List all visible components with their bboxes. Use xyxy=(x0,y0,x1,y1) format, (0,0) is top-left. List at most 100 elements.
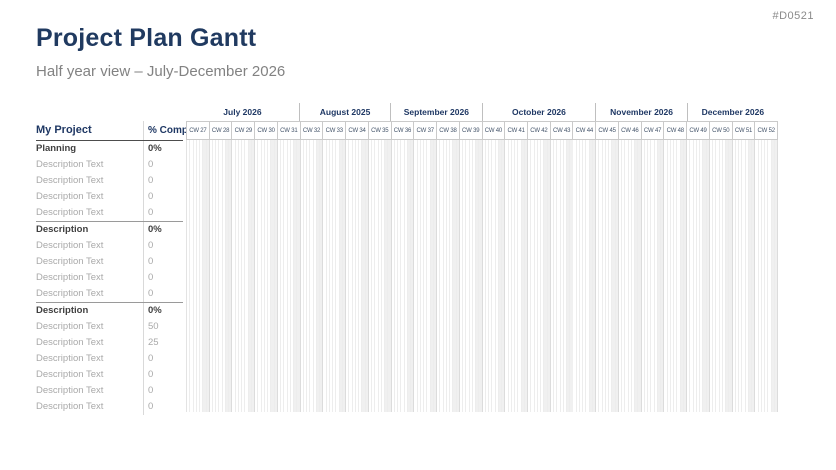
gantt-week-column xyxy=(187,140,210,412)
gantt-day-cell xyxy=(745,140,749,412)
gantt-day-cell xyxy=(618,140,623,412)
gantt-day-cell xyxy=(755,140,759,412)
gantt-week-column xyxy=(641,140,665,412)
gantt-day-cell xyxy=(307,140,311,412)
gantt-day-cell xyxy=(378,140,382,412)
gantt-day-cell xyxy=(570,140,573,412)
gantt-day-cell xyxy=(203,140,207,412)
gantt-day-cell xyxy=(531,140,535,412)
task-pct: 0 xyxy=(148,369,154,380)
month-header: November 2026 xyxy=(595,103,686,121)
gantt-day-cell xyxy=(398,140,402,412)
gantt-timeline: July 2026 August 2025 September 2026 Octobe… xyxy=(186,103,779,412)
column-divider xyxy=(143,121,144,415)
gantt-day-cell xyxy=(466,140,470,412)
gantt-day-cell xyxy=(225,140,230,412)
gantt-day-cell xyxy=(394,140,399,412)
task-pct: 0 xyxy=(148,401,154,412)
gantt-day-cell xyxy=(677,140,681,412)
week-label-cell: CW 38 xyxy=(436,121,459,140)
task-name: Description Text xyxy=(36,321,104,332)
gantt-day-cell xyxy=(583,140,587,412)
month-label: December 2026 xyxy=(701,107,765,117)
gantt-day-cell xyxy=(372,140,376,412)
gantt-day-cell xyxy=(638,140,641,412)
week-label-cell: CW 27 xyxy=(186,121,209,140)
gantt-day-cell xyxy=(342,140,346,412)
gantt-day-cell xyxy=(206,140,209,412)
task-pct: 0% xyxy=(148,305,162,316)
gantt-week-column xyxy=(482,140,506,412)
task-pct: 50 xyxy=(148,321,159,332)
gantt-week-column xyxy=(687,140,710,412)
gantt-day-cell xyxy=(329,140,334,412)
week-label-cell: CW 30 xyxy=(254,121,277,140)
gantt-day-cell xyxy=(765,140,769,412)
gantt-day-cell xyxy=(648,140,652,412)
column-header-pct-comp: % Comp. xyxy=(148,125,191,136)
month-label: August 2025 xyxy=(319,107,371,117)
week-label-cell: CW 35 xyxy=(367,121,391,140)
gantt-day-cell xyxy=(742,140,746,412)
gantt-day-cell xyxy=(537,140,542,412)
gantt-day-cell xyxy=(355,140,360,412)
gantt-day-cell xyxy=(674,140,678,412)
gantt-day-cell xyxy=(579,140,584,412)
gantt-day-cell xyxy=(739,140,743,412)
gantt-day-cell xyxy=(505,140,509,412)
task-name: Description Text xyxy=(36,369,104,380)
task-table: My Project % Comp. Planning 0% Description… xyxy=(36,121,191,415)
week-label-cell: CW 43 xyxy=(549,121,573,140)
gantt-day-cell xyxy=(729,140,732,412)
table-row: Description Text 0 xyxy=(36,254,183,270)
gantt-day-cell xyxy=(502,140,505,412)
gantt-day-cell xyxy=(375,140,379,412)
gantt-day-cell xyxy=(385,140,389,412)
gantt-day-cell xyxy=(368,140,373,412)
week-label-cell: CW 40 xyxy=(481,121,505,140)
gantt-day-cell xyxy=(709,140,714,412)
month-label: July 2026 xyxy=(223,107,262,117)
week-label-cell: CW 49 xyxy=(686,121,709,140)
gantt-day-cell xyxy=(190,140,194,412)
gantt-day-cell xyxy=(212,140,217,412)
gantt-day-cell xyxy=(333,140,337,412)
gantt-day-cell xyxy=(277,140,282,412)
gantt-day-cell xyxy=(541,140,545,412)
table-row: Description Text 0 xyxy=(36,286,183,302)
gantt-week-column xyxy=(596,140,619,412)
gantt-day-cell xyxy=(450,140,454,412)
week-label-cell: CW 31 xyxy=(276,121,300,140)
gantt-day-cell xyxy=(407,140,412,412)
week-label-cell: CW 32 xyxy=(299,121,323,140)
gantt-day-cell xyxy=(459,140,464,412)
week-label-cell: CW 36 xyxy=(390,121,414,140)
gantt-day-cell xyxy=(511,140,516,412)
gantt-day-cell xyxy=(550,140,554,412)
gantt-day-cell xyxy=(440,140,444,412)
gantt-week-column xyxy=(437,140,460,412)
task-name: Description Text xyxy=(36,401,104,412)
gantt-day-cell xyxy=(424,140,428,412)
table-row: Description Text 0 xyxy=(36,238,183,254)
gantt-day-cell xyxy=(557,140,561,412)
gantt-day-cell xyxy=(625,140,629,412)
gantt-day-cell xyxy=(518,140,522,412)
gantt-day-cell xyxy=(612,140,616,412)
gantt-day-cell xyxy=(196,140,200,412)
table-row: Description Text 0 xyxy=(36,367,183,383)
task-name: Description Text xyxy=(36,385,104,396)
gantt-day-cell xyxy=(469,140,473,412)
slide-code: #D0521 xyxy=(772,10,814,22)
month-header: October 2026 xyxy=(481,103,596,121)
gantt-day-cell xyxy=(339,140,343,412)
gantt-day-cell xyxy=(261,140,265,412)
gantt-day-cell xyxy=(622,140,626,412)
task-pct: 0 xyxy=(148,385,154,396)
gantt-day-cell xyxy=(479,140,482,412)
gantt-day-cell xyxy=(326,140,330,412)
gantt-day-cell xyxy=(485,140,490,412)
gantt-day-cell xyxy=(264,140,269,412)
task-name: Description Text xyxy=(36,175,104,186)
gantt-day-cell xyxy=(752,140,755,412)
